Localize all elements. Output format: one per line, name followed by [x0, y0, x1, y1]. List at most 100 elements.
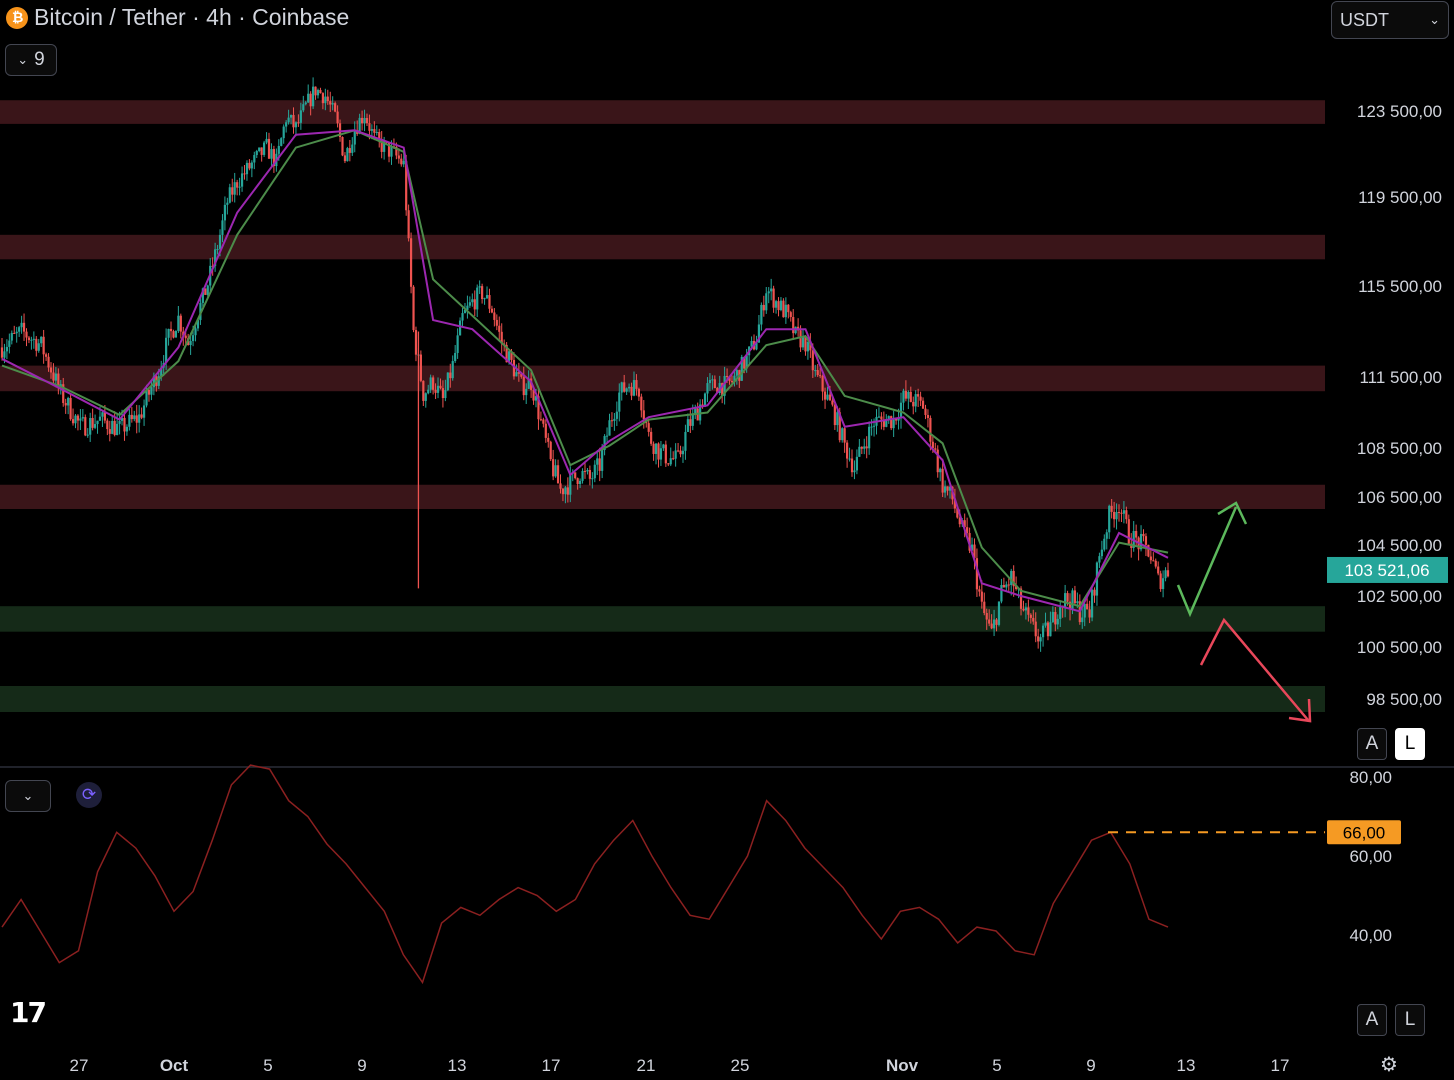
candle-body — [566, 487, 569, 495]
candle-body — [958, 517, 961, 525]
candle-body — [708, 380, 712, 384]
candle-body — [522, 376, 525, 396]
tradingview-logo[interactable]: 17 — [10, 996, 47, 1029]
symbol-title[interactable]: Bitcoin / Tether · 4h · Coinbase — [34, 4, 350, 30]
candle-body — [3, 351, 6, 358]
price-zones — [0, 100, 1325, 712]
candle-body — [343, 155, 347, 162]
candle-body — [907, 391, 910, 399]
candle-body — [123, 417, 126, 432]
candle-body — [1073, 590, 1077, 604]
candle-body — [728, 376, 731, 381]
candle-body — [946, 486, 949, 491]
candle-body — [226, 202, 229, 205]
candle-body — [676, 450, 680, 452]
rsi-auto-scale-button[interactable]: A — [1357, 1004, 1387, 1036]
candle-body — [899, 402, 903, 419]
candle-body — [1081, 617, 1084, 623]
candle-body — [471, 299, 474, 303]
candle-body — [510, 351, 513, 360]
candle-body — [287, 117, 290, 123]
candle-body — [147, 389, 151, 395]
candle-body — [270, 149, 273, 159]
candle-body — [1164, 570, 1167, 579]
candle-body — [201, 288, 204, 303]
indicators-collapse-button[interactable]: ⌄ 9 — [5, 44, 57, 76]
candle-body — [493, 312, 496, 320]
candle-body — [828, 394, 832, 401]
candle-body — [912, 401, 915, 407]
candle-body — [1029, 614, 1032, 618]
candle-body — [140, 414, 143, 418]
candle-body — [934, 448, 937, 450]
zone-resistance-2 — [0, 365, 1325, 392]
candle-body — [1122, 510, 1126, 514]
candle-body — [329, 101, 332, 105]
candle-body — [429, 377, 432, 390]
candle-body — [311, 86, 315, 107]
log-scale-button[interactable]: L — [1395, 728, 1425, 760]
settings-gear-icon[interactable]: ⚙ — [1380, 1052, 1398, 1076]
candle-body — [806, 341, 810, 352]
candle-body — [1002, 584, 1005, 588]
candle-body — [948, 486, 952, 491]
rsi-collapse-button[interactable]: ⌄ — [5, 780, 51, 812]
candle-body — [211, 265, 214, 267]
currency-selector[interactable]: USDT ⌄ — [1331, 1, 1449, 39]
candle-body — [277, 145, 280, 154]
candle-body — [324, 96, 327, 104]
candle-body — [206, 285, 209, 295]
candle-body — [400, 158, 403, 165]
candle-body — [1166, 570, 1170, 577]
candle-body — [182, 331, 185, 336]
candle-body — [659, 448, 663, 460]
candle-body — [424, 393, 427, 401]
candle-body — [1012, 570, 1015, 587]
candle-body — [189, 341, 192, 345]
time-tick-label: 9 — [1086, 1056, 1095, 1075]
time-tick-label: 5 — [992, 1056, 1001, 1075]
rsi-log-scale-button[interactable]: L — [1395, 1004, 1425, 1036]
bearish-arrowhead — [1288, 698, 1312, 723]
rsi-tick-label: 60,00 — [1349, 847, 1392, 866]
rsi-refresh-icon[interactable]: ⟳ — [76, 782, 102, 808]
candle-body — [963, 520, 966, 528]
candle-body — [27, 337, 31, 341]
time-axis[interactable]: 27 Oct 5 9 13 17 21 25 Nov 5 9 13 17 — [70, 1056, 1290, 1075]
candle-body — [816, 370, 819, 376]
candle-body — [302, 104, 305, 111]
candle-body — [1115, 512, 1118, 520]
price-axis[interactable]: 123 500,00 119 500,00 115 500,00 111 500,00… — [1357, 102, 1442, 709]
candle-body — [539, 419, 543, 421]
candle-body — [917, 394, 920, 397]
rsi-axis[interactable]: 80,00 60,00 40,00 — [1349, 768, 1392, 945]
candle-body — [772, 288, 775, 308]
candle-body — [716, 387, 719, 394]
candle-body — [537, 396, 540, 420]
candle-body — [774, 301, 778, 308]
candle-body — [601, 450, 604, 471]
candle-body — [936, 449, 939, 473]
candle-body — [721, 383, 724, 396]
candle-body — [640, 396, 643, 411]
candle-body — [1083, 603, 1086, 618]
candle-body — [757, 324, 761, 343]
candle-body — [897, 418, 900, 421]
candle-body — [397, 155, 400, 159]
currency-label: USDT — [1340, 9, 1389, 30]
auto-scale-button[interactable]: A — [1357, 728, 1387, 760]
candle-body — [13, 332, 16, 334]
candle-body — [650, 431, 653, 444]
candle-body — [191, 335, 195, 342]
candle-body — [838, 412, 841, 441]
candle-body — [1127, 519, 1130, 544]
price-tick-label: 106 500,00 — [1357, 488, 1442, 507]
candle-body — [461, 313, 464, 321]
candle-body — [1159, 573, 1162, 590]
candle-body — [593, 464, 596, 479]
rsi-line — [1, 764, 1169, 985]
candle-body — [341, 137, 344, 156]
candle-body — [635, 380, 638, 389]
candle-body — [468, 302, 471, 306]
